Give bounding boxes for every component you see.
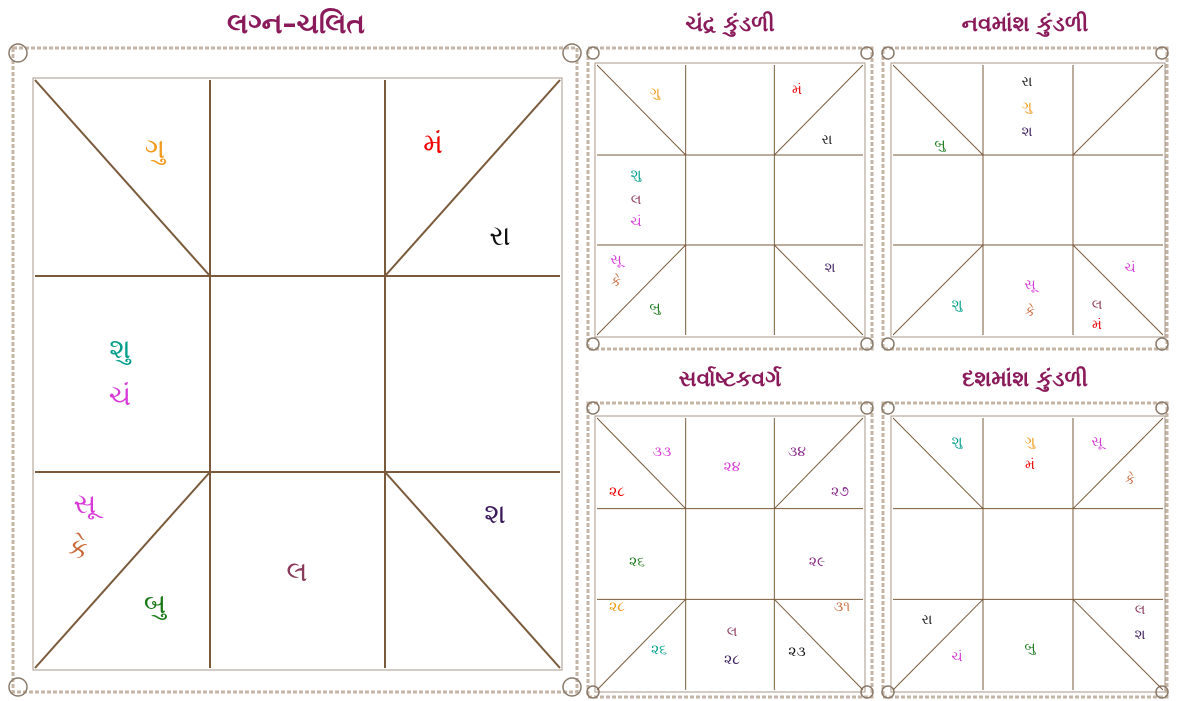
planet-label: સૂ <box>74 487 105 520</box>
planet-label: ચં <box>1124 260 1135 276</box>
planet-label: રા <box>922 612 933 628</box>
planet-label: રા <box>1022 74 1033 90</box>
planet-label: સૂ <box>610 252 625 268</box>
grid-line <box>385 80 560 276</box>
planet-label: ૩૩ <box>653 444 672 460</box>
chart-title: સર્વાષ્ટકવર્ગ <box>679 366 782 392</box>
planet-label: કે <box>1025 303 1035 320</box>
planet-label: લ <box>631 192 642 208</box>
planet-label: લ <box>727 624 738 640</box>
chart-title: લગ્ન–ચલિત <box>227 7 365 40</box>
grid-line <box>1073 599 1163 690</box>
planet-label: ૨૯ <box>809 554 826 570</box>
planet-label: બુ <box>649 300 661 316</box>
planet-label: ગુ <box>1025 434 1036 450</box>
planet-label: ૨૮ <box>609 484 625 500</box>
planet-label: સૂ <box>1024 277 1039 293</box>
chart-title: ચંદ્ર કુંડળી <box>685 11 774 37</box>
grid-line <box>893 245 983 335</box>
planet-label: શુ <box>952 297 963 313</box>
grid-line <box>597 65 686 155</box>
planet-label: સૂ <box>1091 434 1106 450</box>
planet-label: શુ <box>109 332 132 365</box>
planet-label: બુ <box>1024 640 1036 656</box>
planet-label: લ <box>1092 297 1103 313</box>
planet-label: ૨૮ <box>724 652 740 668</box>
grid-line <box>1073 245 1163 335</box>
planet-label: ૩૧ <box>834 599 850 615</box>
planet-label: બુ <box>934 137 946 153</box>
planet-label: લ <box>1135 602 1146 618</box>
grid-line <box>35 80 210 276</box>
grid-line <box>774 65 863 155</box>
planet-label: ગુ <box>650 85 661 101</box>
planet-label: ચં <box>630 214 641 230</box>
planet-label: ચં <box>951 649 962 665</box>
chart-title: નવમાંશ કુંડળી <box>962 11 1089 37</box>
grid-line <box>35 472 210 668</box>
planet-label: ગુ <box>1022 99 1033 115</box>
planet-label: કે <box>1125 471 1135 488</box>
planet-label: ૨૩ <box>788 644 806 660</box>
planet-label: રા <box>489 219 510 252</box>
planet-label: મં <box>1025 457 1035 473</box>
planet-label: ૨૮ <box>609 599 625 615</box>
planet-label: ૨૬ <box>629 554 645 570</box>
planet-label: શ <box>484 497 506 530</box>
planet-label: ૨૭ <box>831 484 849 500</box>
planet-label: ૨૪ <box>724 459 741 475</box>
planet-label: શ <box>1135 627 1146 643</box>
grid-line <box>893 599 983 690</box>
frame-corner <box>587 402 599 414</box>
planet-label: ૨૬ <box>651 642 667 658</box>
planet-label: મં <box>1092 317 1102 333</box>
grid-line <box>385 472 560 668</box>
planet-label: લ <box>286 555 307 588</box>
grid-line <box>774 418 863 509</box>
planet-label: કે <box>611 273 621 290</box>
planet-label: કે <box>68 532 88 565</box>
planet-label: શ <box>825 260 836 276</box>
planet-label: શ <box>1022 124 1033 140</box>
planet-label: ચં <box>109 379 131 412</box>
grid-line <box>1073 65 1163 155</box>
grid-line <box>774 245 863 335</box>
planet-label: ૩૪ <box>788 444 806 460</box>
grid-line <box>893 418 983 509</box>
planet-label: ગુ <box>145 132 167 165</box>
planet-label: બુ <box>144 587 168 620</box>
planet-label: રા <box>822 132 833 148</box>
grid-line <box>1073 418 1163 509</box>
kundli-page: લગ્ન–ચલિતગુમંરાશુચંસૂકેબુલશચંદ્ર કુંડળીગ… <box>0 0 1178 701</box>
ornate-frame <box>13 48 577 692</box>
planet-label: શુ <box>952 434 963 450</box>
chart-title: દશમાંશ કુંડળી <box>962 366 1088 392</box>
planet-label: શુ <box>631 167 642 183</box>
planet-label: મં <box>423 127 443 160</box>
planet-label: મં <box>792 82 802 98</box>
frame-corner <box>882 402 894 414</box>
frame-corner <box>9 44 27 62</box>
